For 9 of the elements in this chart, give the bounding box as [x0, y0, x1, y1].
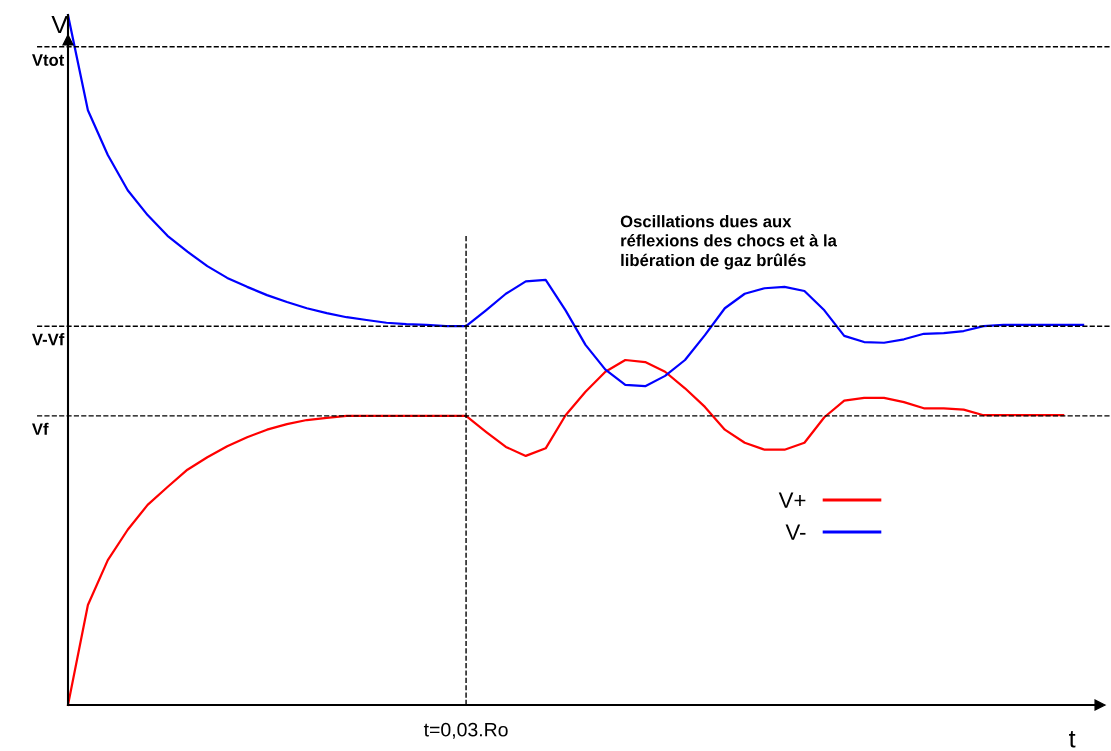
x-axis-title: t	[1069, 731, 1076, 748]
legend-label: V-	[785, 524, 806, 540]
ref-line-label: V-Vf	[31, 333, 65, 346]
y-axis-title: V	[51, 15, 68, 34]
annotation: Oscillations dues aux réflexions des chocs et à la libération de gaz brûlés	[620, 215, 837, 270]
ref-line-label: Vf	[31, 422, 49, 435]
legend-label: V+	[778, 492, 806, 508]
ref-line-label: Vtot	[31, 54, 65, 66]
text: t=0,03.Ro	[423, 722, 508, 739]
